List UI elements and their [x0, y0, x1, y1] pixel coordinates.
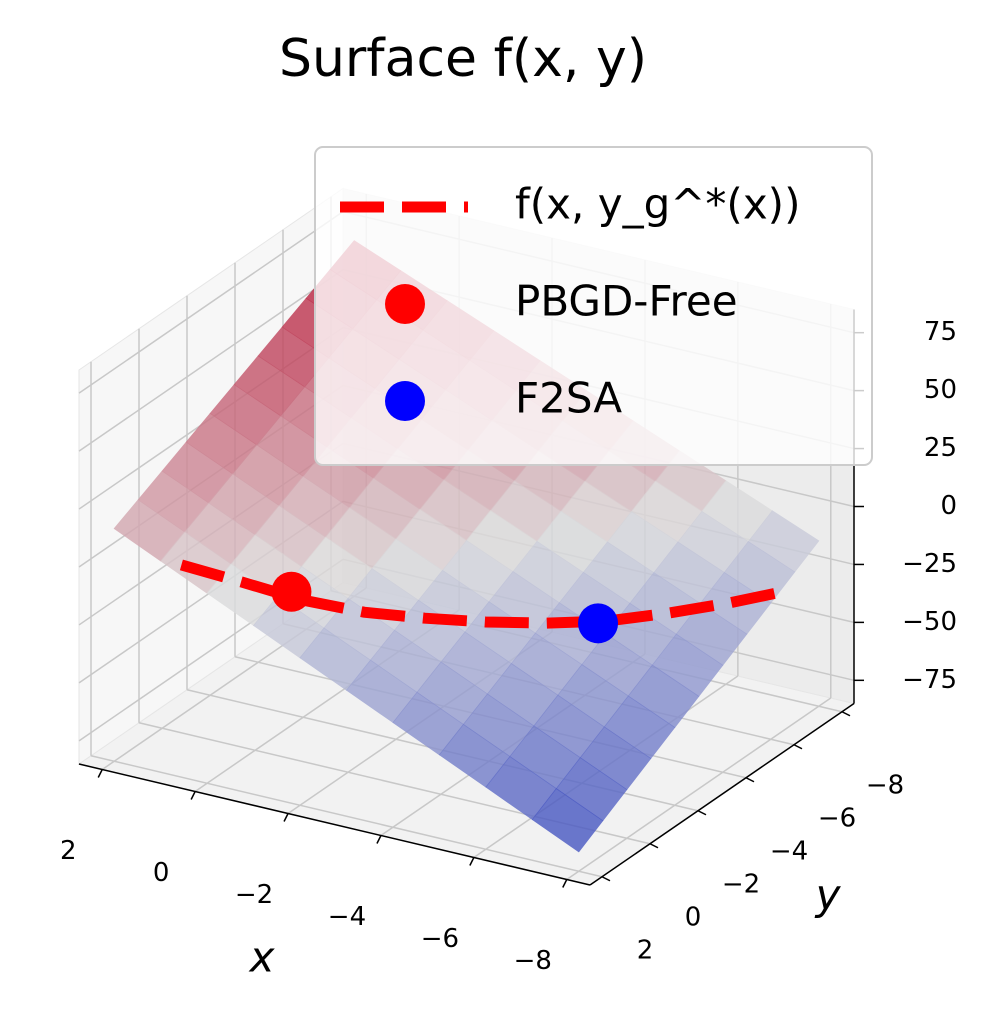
- x-tick-label: −8: [514, 946, 552, 976]
- x-tick: [190, 791, 196, 800]
- z-tick-label: 25: [924, 433, 957, 463]
- y-tick: [649, 843, 659, 849]
- y-tick: [793, 744, 803, 750]
- x-tick-label: −4: [328, 902, 366, 932]
- z-tick-label: 50: [924, 375, 957, 405]
- y-tick: [745, 777, 755, 783]
- y-tick-label: −8: [866, 770, 904, 800]
- x-tick-label: −2: [235, 880, 273, 910]
- z-tick-label: 0: [940, 491, 957, 521]
- x-tick: [562, 879, 568, 888]
- legend-box: [314, 146, 873, 466]
- legend-label: PBGD-Free: [515, 277, 738, 326]
- x-axis: [78, 763, 591, 886]
- point-marker: [271, 571, 312, 612]
- x-tick-label: −6: [421, 924, 459, 954]
- point-marker: [578, 603, 619, 644]
- y-grid-line: [90, 755, 603, 878]
- y-tick-label: −4: [770, 836, 808, 866]
- x-axis-label: x: [248, 933, 276, 982]
- chart-title: Surface f(x, y): [279, 29, 647, 89]
- y-tick: [601, 876, 611, 882]
- y-tick-label: 0: [685, 902, 702, 932]
- y-tick: [697, 810, 707, 816]
- y-axis: [589, 702, 855, 886]
- x-tick: [97, 769, 103, 778]
- legend-swatch: [385, 381, 425, 421]
- y-tick-label: −6: [818, 803, 856, 833]
- legend-label: f(x, y_g^*(x)): [515, 180, 800, 229]
- y-tick-label: −2: [722, 869, 760, 899]
- surface-patch: [531, 788, 604, 853]
- z-tick-label: −25: [902, 549, 957, 579]
- y-axis-label: y: [814, 871, 842, 920]
- x-tick: [469, 857, 475, 866]
- z-tick-label: 75: [924, 317, 957, 347]
- y-tick: [841, 711, 851, 717]
- z-grid-line: [78, 211, 344, 394]
- x-tick: [283, 813, 289, 822]
- z-tick-label: −75: [902, 665, 957, 695]
- legend-swatch: [385, 284, 425, 324]
- y-tick-label: 2: [637, 935, 654, 965]
- x-grid-line: [566, 697, 832, 881]
- z-tick-label: −50: [902, 607, 957, 637]
- z-grid-line: [78, 268, 344, 452]
- x-tick: [376, 835, 382, 844]
- legend-label: F2SA: [515, 374, 622, 423]
- x-tick-label: 2: [60, 836, 77, 866]
- x-tick-label: 0: [153, 858, 170, 888]
